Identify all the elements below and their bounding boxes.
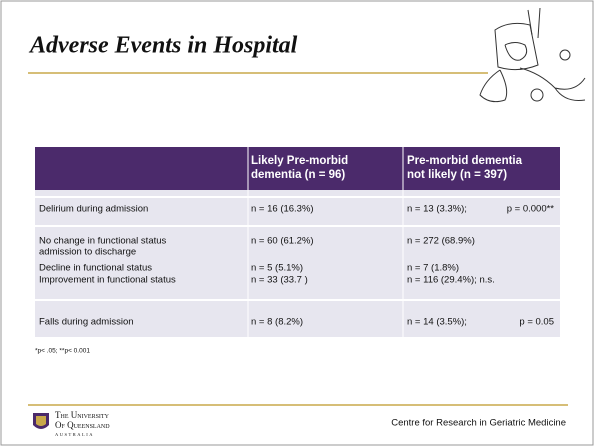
p-value: p = 0.000** bbox=[507, 204, 555, 215]
p-value: p = 0.05 bbox=[519, 317, 554, 328]
row-label: Falls during admission bbox=[39, 317, 134, 328]
cell: n = 8 (8.2%) bbox=[251, 317, 303, 328]
logo-text: Of Queensland bbox=[55, 420, 110, 430]
header-cell: Pre-morbid dementia bbox=[407, 155, 523, 167]
logo-text: Australia bbox=[55, 432, 94, 437]
slide: Adverse Events in Hospital Likely Pre-mo… bbox=[0, 0, 594, 446]
footnote: *p< .05; **p< 0.001 bbox=[35, 348, 90, 355]
row-label: admission to discharge bbox=[39, 247, 136, 258]
footer-centre: Centre for Research in Geriatric Medicin… bbox=[391, 418, 566, 429]
header-cell: Likely Pre-morbid bbox=[251, 155, 348, 167]
cell: n = 13 (3.3%); bbox=[407, 204, 467, 215]
header-cell: dementia (n = 96) bbox=[251, 169, 345, 181]
cell: n = 116 (29.4%); n.s. bbox=[407, 275, 495, 286]
cell: n = 60 (61.2%) bbox=[251, 236, 314, 247]
header-cell: not likely (n = 397) bbox=[407, 169, 507, 181]
cell: n = 16 (16.3%) bbox=[251, 204, 314, 215]
row-label: Decline in functional status bbox=[39, 263, 152, 274]
cell: n = 14 (3.5%); bbox=[407, 317, 467, 328]
logo-text: The University bbox=[55, 410, 110, 420]
cell: n = 7 (1.8%) bbox=[407, 263, 459, 274]
row-label: Delirium during admission bbox=[39, 204, 148, 215]
cell: n = 272 (68.9%) bbox=[407, 236, 475, 247]
crest-inner bbox=[36, 416, 46, 426]
cell: n = 5 (5.1%) bbox=[251, 263, 303, 274]
row-label: No change in functional status bbox=[39, 236, 167, 247]
row-label: Improvement in functional status bbox=[39, 275, 176, 286]
cell: n = 33 (33.7 ) bbox=[251, 275, 308, 286]
title: Adverse Events in Hospital bbox=[28, 33, 298, 59]
